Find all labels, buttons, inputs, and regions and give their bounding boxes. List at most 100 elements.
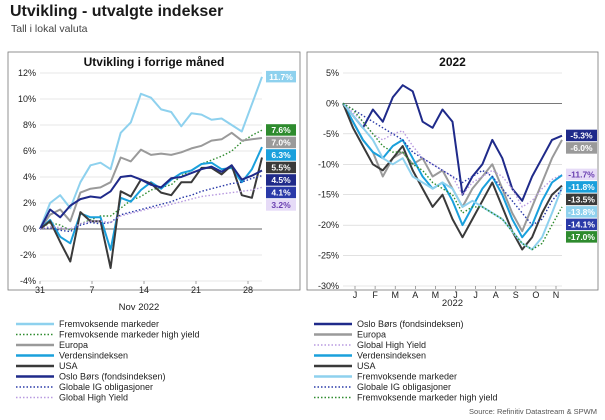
y-tick-label: 0% xyxy=(23,224,36,234)
end-label-box xyxy=(266,174,296,186)
legend-label: Fremvoksende markeder xyxy=(59,319,159,329)
end-label: -14.1% xyxy=(568,220,595,230)
end-label: -11.7% xyxy=(568,170,595,180)
series-line xyxy=(342,84,563,202)
end-label: -6.0% xyxy=(570,143,593,153)
end-label-box xyxy=(566,181,597,193)
end-label: 5.5% xyxy=(271,163,291,173)
legend-label: Fremvoksende markeder high yield xyxy=(59,330,200,340)
legend-label: Europa xyxy=(59,340,88,350)
y-tick-label: 12% xyxy=(18,68,36,78)
end-label: -17.0% xyxy=(568,232,595,242)
end-label: 6.3% xyxy=(271,150,291,160)
end-label: 4.1% xyxy=(271,188,291,198)
x-tick-label: 14 xyxy=(139,285,149,295)
legend-label: Europa xyxy=(357,330,386,340)
y-tick-label: -2% xyxy=(20,250,36,260)
series-line xyxy=(342,102,563,251)
end-label-box xyxy=(266,124,296,136)
series-line xyxy=(39,186,263,230)
chart-frame xyxy=(306,51,599,291)
page-title: Utvikling - utvalgte indekser xyxy=(10,3,224,20)
end-label-box xyxy=(566,142,597,154)
series-line xyxy=(39,131,263,230)
end-label-box xyxy=(566,168,597,181)
legend-label: Verdensindeksen xyxy=(357,351,426,361)
y-tick-label: -20% xyxy=(318,220,339,230)
y-tick-label: -10% xyxy=(318,159,339,169)
end-label-box xyxy=(566,206,597,218)
end-label: 4.5% xyxy=(271,175,291,185)
y-tick-label: 4% xyxy=(23,172,36,182)
y-tick-label: 6% xyxy=(23,146,36,156)
x-tick-label: 31 xyxy=(35,285,45,295)
source-note: Source: Refinitiv Datastream & SPWM xyxy=(469,407,597,416)
legend-label: USA xyxy=(59,361,78,371)
end-label-box xyxy=(566,231,597,243)
chart-title: 2022 xyxy=(439,55,466,69)
end-label-box xyxy=(266,136,296,149)
end-label-box xyxy=(566,218,597,231)
x-axis-label: 2022 xyxy=(442,298,463,309)
x-tick-label: 7 xyxy=(89,285,94,295)
series-line xyxy=(342,102,563,251)
legend-label: Globale IG obligasjoner xyxy=(59,382,153,392)
end-label-box xyxy=(266,161,296,174)
y-tick-label: 5% xyxy=(326,68,339,78)
x-tick-label: F xyxy=(372,290,378,300)
y-tick-label: -25% xyxy=(318,251,339,261)
y-tick-label: 8% xyxy=(23,120,36,130)
legend-label: Global High Yield xyxy=(357,340,426,350)
end-label-box xyxy=(266,186,296,199)
end-label: -13.8% xyxy=(568,207,595,217)
end-label: -11.8% xyxy=(568,182,595,192)
series-line xyxy=(39,76,263,230)
legend-label: Verdensindeksen xyxy=(59,351,128,361)
x-axis-label: Nov 2022 xyxy=(119,302,160,313)
series-line xyxy=(39,175,263,233)
end-label-box xyxy=(566,193,597,206)
y-tick-label: -30% xyxy=(318,281,339,291)
chart-frame xyxy=(7,51,301,291)
ytd-chart: 2022 5% 0% -5% -10% -15% -20% -25% -30% J F M A M J J A S… xyxy=(306,51,599,403)
legend-label: Fremvoksende markeder xyxy=(357,372,457,382)
page-subtitle: Tall i lokal valuta xyxy=(11,23,88,35)
legend-label: Globale IG obligasjoner xyxy=(357,382,451,392)
end-label-box xyxy=(266,149,296,161)
x-tick-label: J xyxy=(353,290,358,300)
end-label: 3.2% xyxy=(271,200,291,210)
x-tick-label: M xyxy=(391,290,399,300)
y-tick-label: 2% xyxy=(23,198,36,208)
series-line xyxy=(39,164,263,230)
series-line xyxy=(342,102,563,226)
y-tick-label: 10% xyxy=(18,94,36,104)
series-line xyxy=(342,102,563,208)
x-tick-label: 21 xyxy=(191,285,201,295)
chart-title: Utvikling i forrige måned xyxy=(84,55,225,69)
legend-label: Global High Yield xyxy=(59,393,128,403)
legend-label: USA xyxy=(357,361,376,371)
legend-label: Fremvoksende markeder high yield xyxy=(357,393,498,403)
series-line xyxy=(39,157,263,269)
y-tick-label: 0% xyxy=(326,98,339,108)
monthly-chart: Utvikling i forrige måned 12% 10% 8% 6% 4% 2% 0… xyxy=(7,51,301,403)
end-label: 7.0% xyxy=(271,138,291,148)
y-tick-label: -5% xyxy=(323,129,339,139)
y-tick-label: -4% xyxy=(20,276,36,286)
legend-label: Oslo Børs (fondsindeksen) xyxy=(59,372,166,382)
legend-label: Oslo Børs (fondsindeksen) xyxy=(357,319,464,329)
series-line xyxy=(342,102,563,239)
x-tick-label: O xyxy=(532,290,539,300)
x-tick-label: A xyxy=(412,290,418,300)
x-tick-label: J xyxy=(453,290,458,300)
end-label: 7.6% xyxy=(271,125,291,135)
x-tick-label: M xyxy=(432,290,440,300)
end-label: -13.5% xyxy=(568,195,595,205)
x-tick-label: 28 xyxy=(243,285,253,295)
y-tick-label: -15% xyxy=(318,190,339,200)
x-tick-label: A xyxy=(493,290,499,300)
x-tick-label: S xyxy=(513,290,519,300)
end-label-box xyxy=(266,70,296,83)
end-label: 11.7% xyxy=(269,72,293,82)
